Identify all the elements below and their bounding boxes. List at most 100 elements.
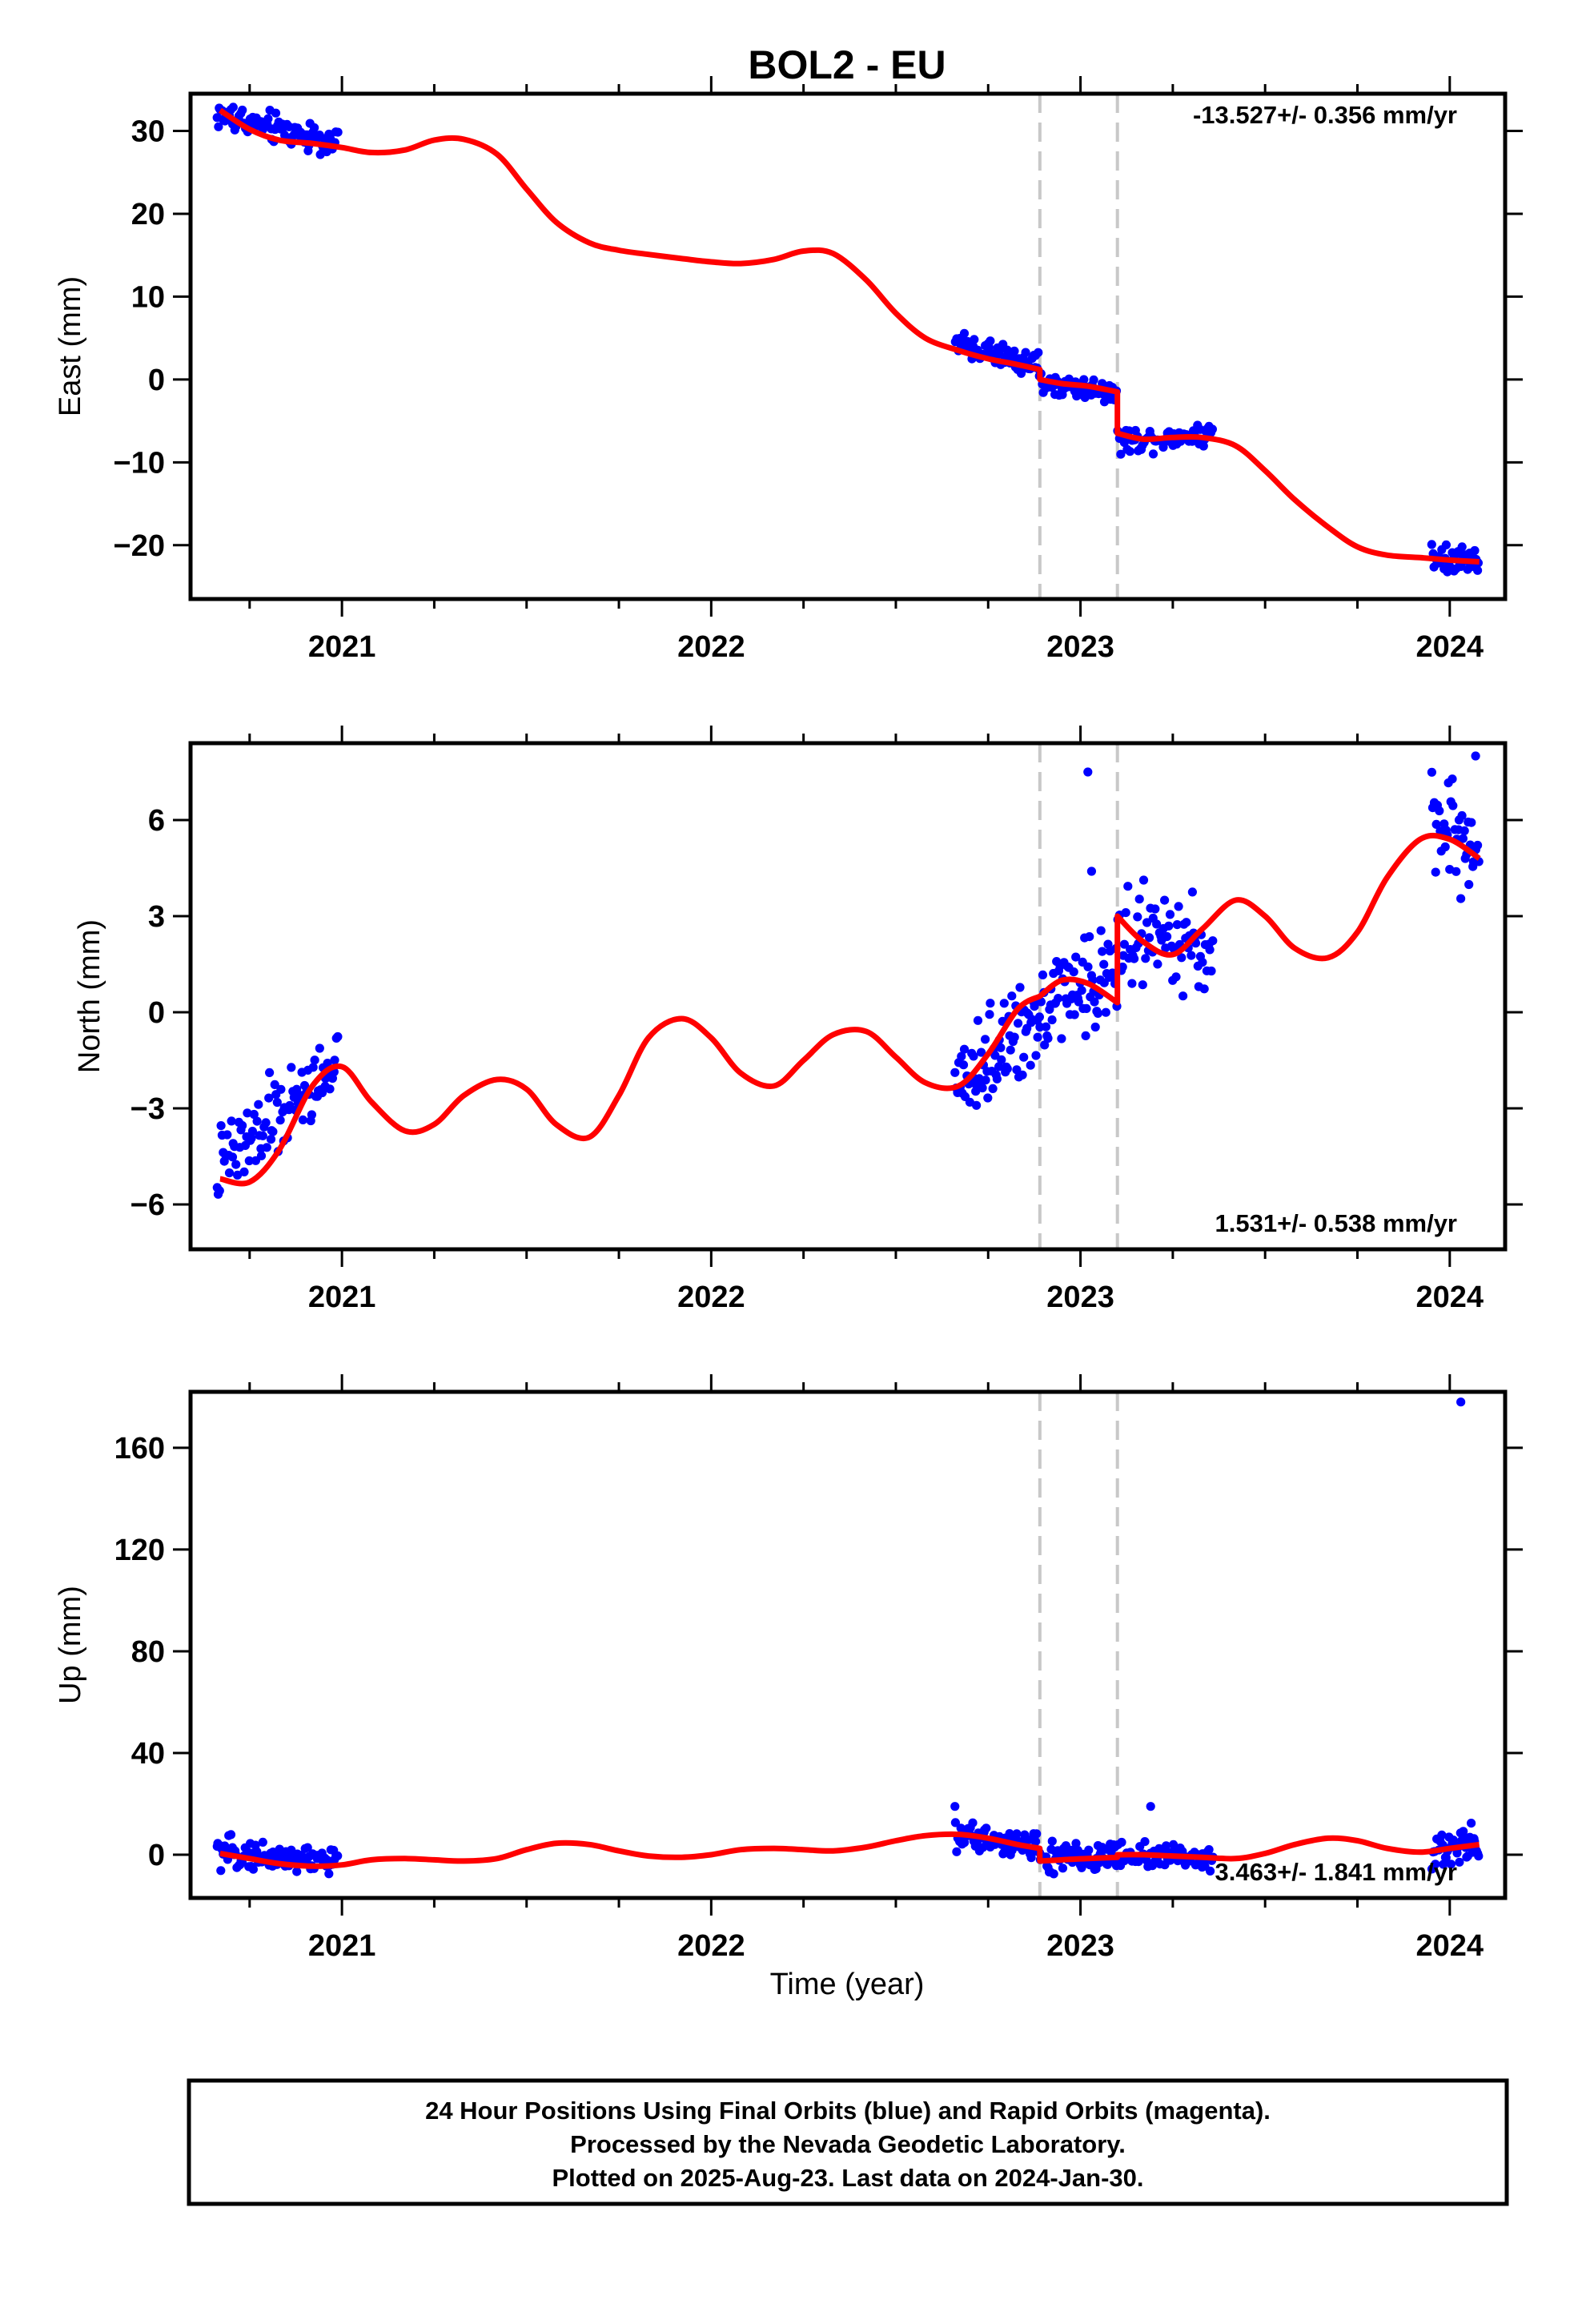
north-observation-point [1134,895,1144,904]
north-observation-point [1464,879,1474,890]
up-panel: 2021 2022 2023 2024 0 40 80 120 160 Up (mm) 3.463+… [54,1374,1523,1963]
up-observation-point [1047,1836,1057,1846]
north-observation-point [999,999,1009,1008]
north-observation-point [950,1068,960,1077]
north-observation-point [1033,1032,1042,1042]
north-observation-point [973,1015,983,1025]
north-observation-point [1069,967,1078,977]
north-observation-point [287,1063,296,1072]
up-observation-point [1071,1839,1081,1848]
up-observation-point [226,1830,236,1839]
north-observation-point [1207,966,1216,976]
up-observation-point [1206,1866,1215,1876]
up-observation-point [950,1818,960,1827]
caption-line-2: Processed by the Nevada Geodetic Laborat… [570,2130,1126,2158]
east-observation-point [238,105,247,115]
up-y-axis-label: Up (mm) [54,1586,87,1704]
up-observation-point [1012,1829,1022,1839]
north-observation-point [1034,1012,1044,1022]
east-observation-point [959,328,970,338]
north-observation-point [1150,904,1160,914]
up-y-tick-label: 160 [114,1432,165,1466]
north-observation-point [1458,834,1468,843]
north-observation-point [983,1093,993,1103]
east-observation-point [1034,348,1043,357]
north-x-tick-label: 2021 [308,1281,376,1314]
up-observation-point [968,1818,978,1827]
north-x-tick-label: 2024 [1416,1281,1484,1314]
east-observation-point [1473,565,1483,575]
north-observation-point [223,1130,232,1140]
east-y-tick-label: 10 [131,280,165,314]
north-observation-point [216,1121,226,1131]
caption-line-1: 24 Hour Positions Using Final Orbits (bl… [425,2097,1271,2125]
north-plot-frame [188,741,1508,1252]
north-observation-point [1081,1031,1090,1040]
north-observation-point [333,1031,343,1042]
east-observation-point [271,108,281,118]
north-y-tick-label: 3 [148,900,165,934]
north-observation-point [1070,1010,1079,1019]
up-observation-point [1446,1860,1456,1869]
north-observation-point [233,1170,243,1180]
up-observation-point [216,1866,226,1876]
north-outlier-point [1471,751,1480,761]
north-observation-point [268,1127,278,1136]
x-axis-label: Time (year) [770,1968,925,2001]
north-observation-point [997,1055,1006,1064]
north-observation-point [985,1010,994,1019]
north-observation-point [261,1118,271,1128]
north-observation-point [1171,972,1181,982]
east-observation-point [1119,438,1129,448]
north-observation-point [958,1060,969,1070]
north-observation-point [1019,1052,1029,1062]
up-y-tick-label: 0 [148,1839,165,1872]
up-plot-frame [188,1389,1508,1900]
north-rate-label: 1.531+/- 0.538 mm/yr [1215,1209,1457,1237]
north-observation-point [307,1110,316,1120]
up-observation-point [1032,1829,1042,1839]
north-observation-point [275,1116,285,1125]
north-y-tick-label: 6 [148,804,165,838]
east-y-axis-label: East (mm) [54,276,87,416]
north-observation-point [1435,806,1444,816]
north-observation-point [1130,954,1139,963]
north-observation-point [1199,984,1209,994]
north-observation-point [256,1151,267,1160]
east-observation-point [1199,441,1208,451]
north-observation-point [323,1059,332,1068]
north-observation-point [972,1100,982,1110]
east-y-tick-label: 20 [131,198,165,231]
up-observation-point [333,1851,343,1860]
east-x-tick-label: 2023 [1046,630,1114,664]
north-observation-point [1074,997,1083,1007]
up-y-tick-label: 120 [114,1534,165,1567]
up-observation-point [324,1869,334,1879]
east-plot-frame [188,91,1508,601]
east-observation-point [1457,542,1467,552]
north-observation-point [969,1051,978,1061]
north-observation-point [258,1131,267,1140]
north-observation-point [1431,819,1441,829]
north-observation-point [1186,951,1196,960]
north-observation-point [990,1051,1000,1060]
up-model-curve [219,1831,1480,1869]
north-observation-point [1440,842,1450,852]
north-observation-point [1145,933,1154,943]
north-observation-point [1077,986,1086,995]
north-observation-point [1187,887,1197,897]
north-observation-point [1096,926,1106,935]
north-observation-point [227,1152,238,1162]
north-observation-point [992,1074,1002,1084]
north-observation-point [977,1047,986,1057]
up-y-tick-label: 80 [131,1635,165,1669]
east-observation-point [1470,545,1480,556]
north-observation-point [959,1044,970,1054]
north-observation-point [1012,1065,1022,1075]
north-observation-point [1162,931,1172,942]
east-x-tick-label: 2022 [677,630,745,664]
north-observation-point [1127,979,1137,988]
north-observation-point [1205,945,1215,955]
north-observation-point [1071,952,1081,962]
